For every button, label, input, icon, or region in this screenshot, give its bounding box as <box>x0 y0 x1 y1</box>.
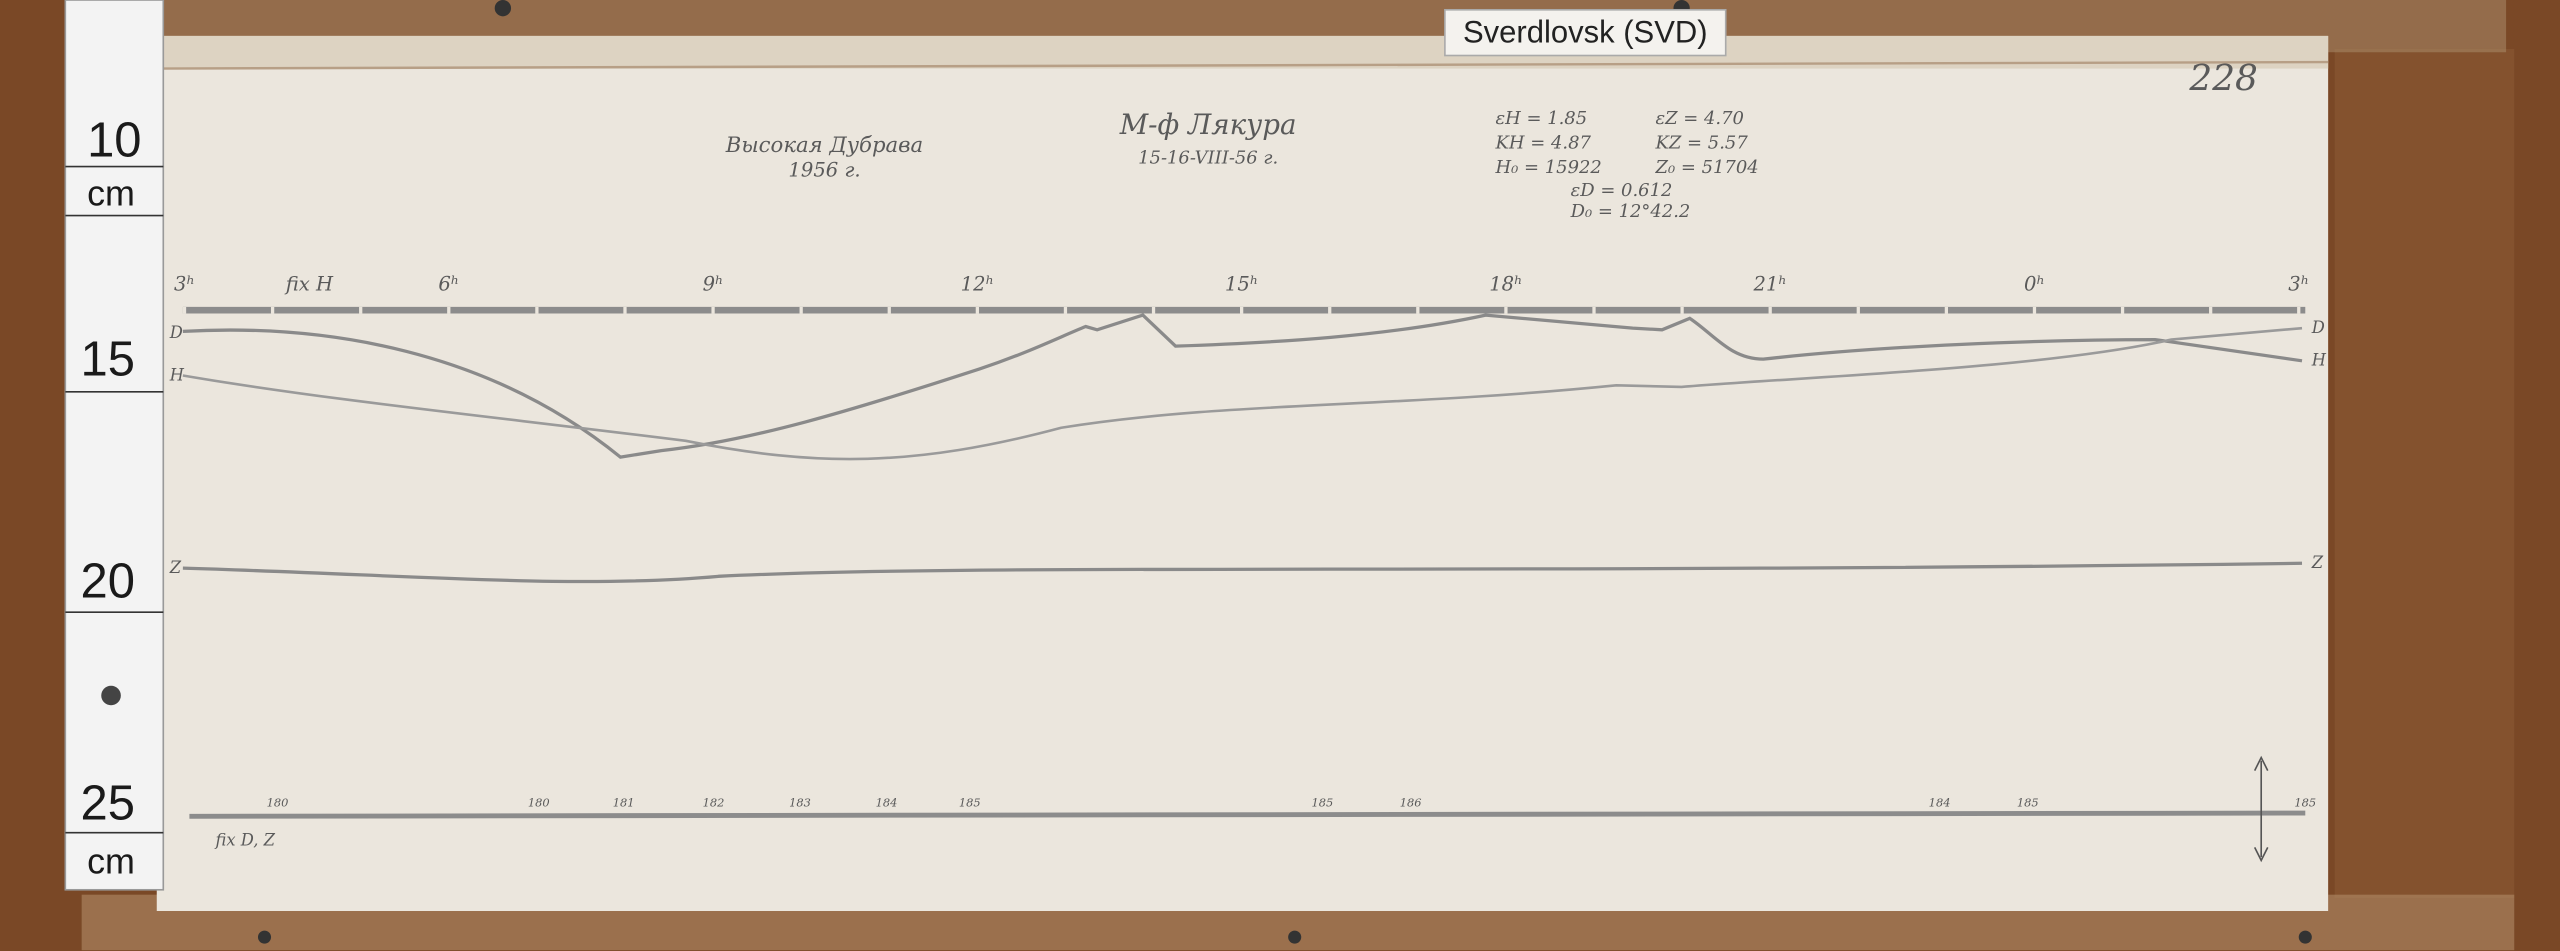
time-label: 3ʰ <box>174 273 195 296</box>
screw <box>2298 930 2312 944</box>
ruler-label: cm <box>87 840 135 881</box>
screw <box>494 0 512 17</box>
fix-label: fix D, Z <box>214 831 276 850</box>
parameter: εZ = 4.70 <box>1656 108 1744 129</box>
ruler-label: 25 <box>81 777 135 831</box>
time-label: 9ʰ <box>703 273 724 296</box>
parameter: εH = 1.85 <box>1496 108 1588 129</box>
baseline-number: 184 <box>1929 796 1951 810</box>
label-tag: Sverdlovsk (SVD) <box>1463 14 1708 49</box>
baseline-number: 185 <box>2017 796 2039 810</box>
time-label: 21ʰ <box>1752 273 1786 296</box>
trace-d <box>182 313 2303 459</box>
time-axis: 3ʰ 6ʰ 9ʰ 12ʰ 15ʰ 18ʰ 21ʰ 0ʰ 3ʰ <box>174 273 2309 314</box>
parameter: D₀ = 12°42.2 <box>1570 201 1691 222</box>
ruler-hole <box>101 685 121 706</box>
baseline-number: 180 <box>267 796 289 810</box>
paper <box>156 35 2329 912</box>
baseline-number: 183 <box>789 796 811 810</box>
ruler-label: 10 <box>87 114 141 168</box>
screw <box>1288 930 1302 944</box>
ruler-label: cm <box>87 173 135 214</box>
ruler-label: 15 <box>81 333 135 387</box>
time-label: 18ʰ <box>1489 273 1522 296</box>
baseline-number: 184 <box>876 796 898 810</box>
board-panel <box>2334 48 2515 898</box>
time-label: 6ʰ <box>438 273 459 296</box>
ruler-label: 20 <box>81 555 135 609</box>
parameter: KH = 4.87 <box>1495 133 1592 154</box>
baseline-number: 182 <box>703 796 725 810</box>
station-name: Высокая Дубрава <box>725 133 923 158</box>
trace-label: H <box>169 365 185 384</box>
time-label: 15ʰ <box>1225 273 1258 296</box>
trace-h <box>182 326 2303 461</box>
trace-label: D <box>2311 318 2325 337</box>
baseline-number: 185 <box>1312 796 1334 810</box>
parameter: εD = 0.612 <box>1571 180 1673 201</box>
baseline-dz <box>189 810 2306 819</box>
parameter: H₀ = 15922 <box>1495 157 1602 178</box>
baseline-number: 181 <box>613 796 635 810</box>
event-date: 15-16-VIII-56 г. <box>1138 147 1278 168</box>
baseline-number: 180 <box>528 796 550 810</box>
parameters: εH = 1.85 εZ = 4.70 KH = 4.87 KZ = 5.57 H₀ =… <box>1495 108 1759 222</box>
baseline-numbers: 180 180 181 182 183 184 185 185 186 184 185 185 <box>267 796 2316 810</box>
scale-arrow-heads <box>2253 755 2269 863</box>
trace-z <box>182 561 2303 584</box>
sheet-number: 228 <box>2188 58 2258 99</box>
screw <box>257 930 272 944</box>
fix-label: fix H <box>284 273 334 296</box>
paper-fold <box>156 60 2329 70</box>
parameter: KZ = 5.57 <box>1655 133 1749 154</box>
label-tag-box <box>1444 8 1727 57</box>
ruler <box>64 0 165 891</box>
baseline-number: 185 <box>959 796 981 810</box>
trace-label: Z <box>2311 553 2324 572</box>
trace-label: Z <box>169 558 182 577</box>
baseline-number: 186 <box>1400 796 1422 810</box>
time-label: 12ʰ <box>961 273 994 296</box>
trace-label: H <box>2311 351 2327 370</box>
station-year: 1956 г. <box>788 158 860 181</box>
time-label: 3ʰ <box>2288 273 2309 296</box>
baseline-number: 185 <box>2294 796 2316 810</box>
event-title: М-ф Лякура <box>1119 108 1297 141</box>
trace-label: D <box>169 323 183 342</box>
time-label: 0ʰ <box>2024 273 2045 296</box>
parameter: Z₀ = 51704 <box>1655 157 1759 178</box>
